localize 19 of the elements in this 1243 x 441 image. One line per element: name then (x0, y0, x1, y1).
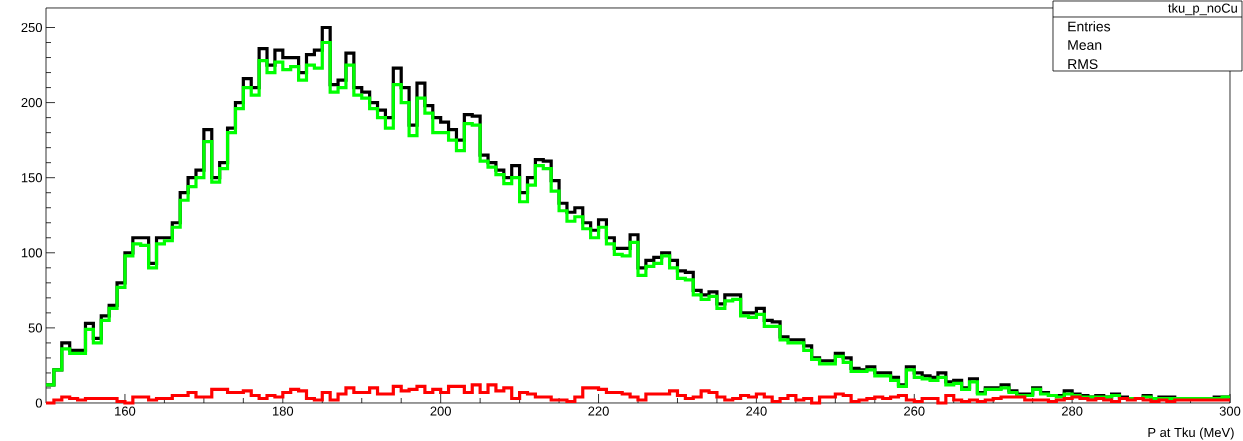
x-tick-label: 160 (115, 406, 136, 416)
y-tick-label: 150 (21, 173, 42, 183)
x-tick-label: 260 (904, 406, 925, 416)
x-tick-label: 200 (430, 406, 451, 416)
x-tick-label: 180 (272, 406, 294, 416)
y-tick-label: 200 (21, 98, 42, 108)
annotation: tku_p_noCu (1168, 3, 1237, 16)
x-tick-label: 280 (1061, 406, 1083, 416)
annotation: Mean (1068, 40, 1102, 50)
y-tick-label: 250 (21, 22, 42, 33)
y-tick-label: 0 (35, 398, 42, 408)
annotation: Entries (1068, 21, 1111, 32)
x-tick-label: 240 (746, 406, 767, 416)
annotation: RMS (1068, 59, 1098, 70)
y-tick-label: 100 (21, 248, 42, 258)
x-tick-label: 300 (1219, 406, 1241, 416)
x-tick-label: 220 (588, 406, 609, 416)
x-axis-title: P at Tku (MeV) (1148, 427, 1234, 440)
y-tick-label: 50 (28, 323, 42, 333)
